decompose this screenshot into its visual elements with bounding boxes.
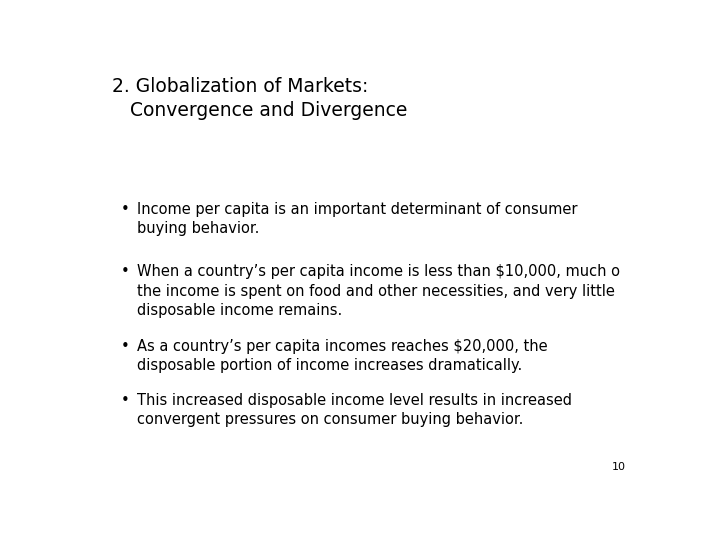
Text: •: • <box>121 339 130 354</box>
Text: •: • <box>121 265 130 279</box>
Text: When a country’s per capita income is less than $10,000, much o
the income is sp: When a country’s per capita income is le… <box>138 265 621 318</box>
Text: Income per capita is an important determinant of consumer
buying behavior.: Income per capita is an important determ… <box>138 202 578 236</box>
Text: This increased disposable income level results in increased
convergent pressures: This increased disposable income level r… <box>138 393 572 428</box>
Text: •: • <box>121 202 130 217</box>
Text: •: • <box>121 393 130 408</box>
Text: As a country’s per capita incomes reaches $20,000, the
disposable portion of inc: As a country’s per capita incomes reache… <box>138 339 548 374</box>
Text: 10: 10 <box>612 462 626 472</box>
Text: 2. Globalization of Markets:
   Convergence and Divergence: 2. Globalization of Markets: Convergence… <box>112 77 408 120</box>
